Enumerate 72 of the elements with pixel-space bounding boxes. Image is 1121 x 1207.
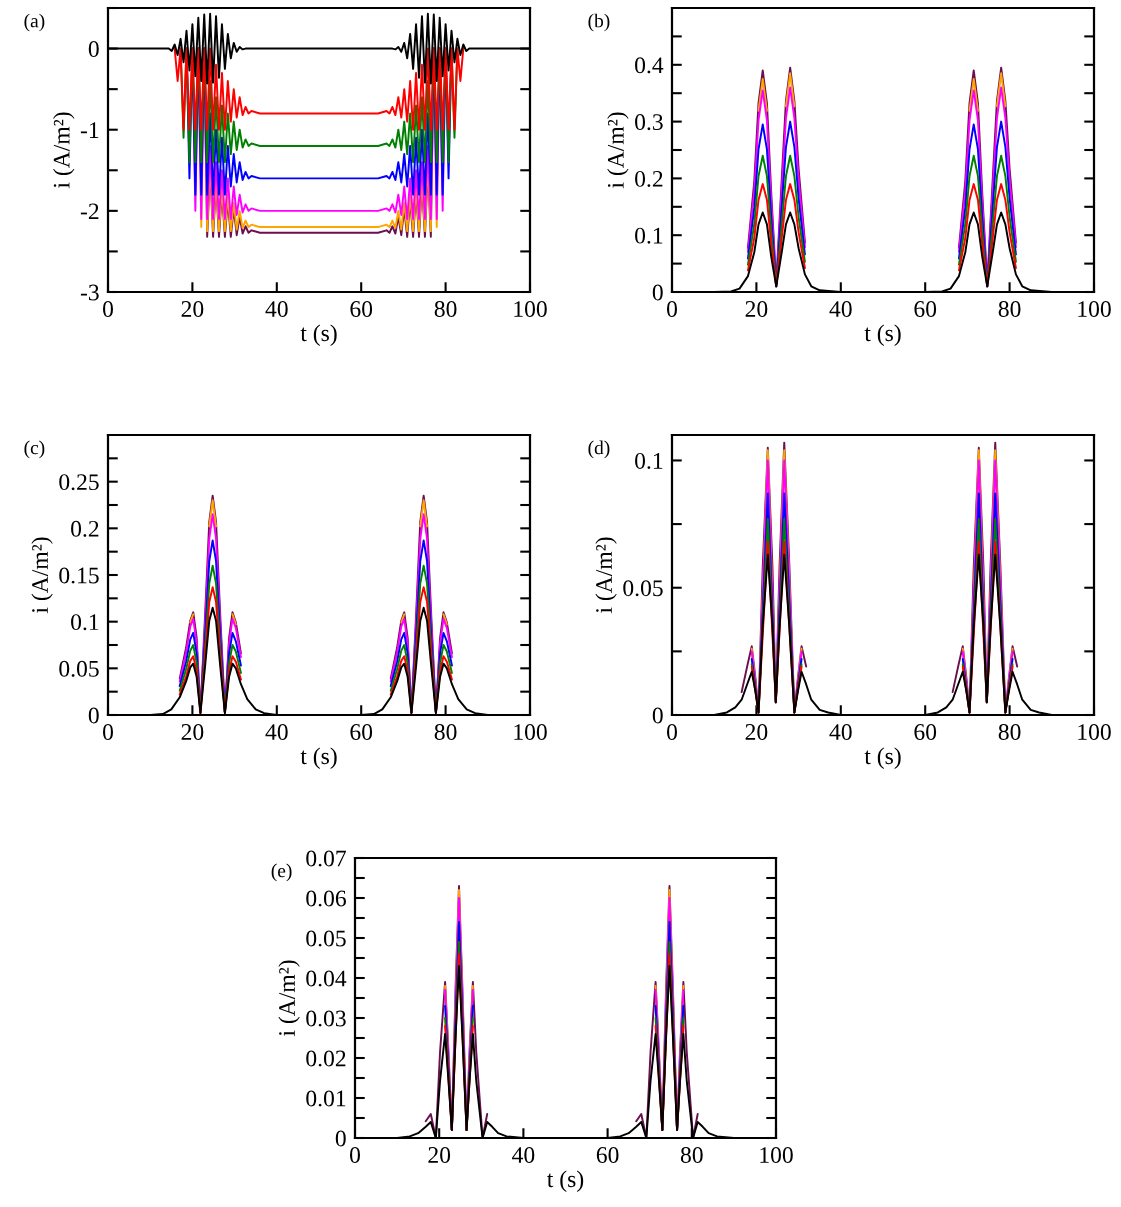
chart-title: (d) (588, 440, 610, 459)
x-tick-label: 100 (514, 724, 547, 740)
x-axis-title: t (s) (300, 324, 337, 346)
y-tick-label: 0.03 (306, 1010, 346, 1027)
x-tick-label: 0 (103, 301, 113, 317)
x-tick-label: 80 (434, 724, 457, 740)
y-tick-label: 0.1 (71, 614, 99, 631)
y-tick-label: 0.2 (71, 520, 99, 537)
x-tick-label: 20 (745, 724, 768, 740)
y-tick-label: 0.04 (306, 970, 347, 987)
y-tick-label: 0 (88, 41, 99, 57)
x-axis-title: t (s) (864, 747, 901, 769)
y-tick-label: 0 (652, 707, 663, 724)
x-tick-label: 100 (514, 301, 547, 317)
x-tick-label: 100 (1078, 724, 1111, 740)
x-tick-label: 0 (667, 301, 677, 317)
x-tick-label: 0 (350, 1147, 360, 1163)
x-tick-label: 80 (998, 724, 1021, 740)
y-tick-label: 0.3 (635, 114, 663, 131)
x-tick-label: 80 (998, 301, 1021, 317)
x-tick-label: 60 (914, 724, 937, 740)
y-axis-title: i (A/m²) (278, 960, 300, 1037)
line-series (173, 47, 465, 131)
x-tick-label: 60 (350, 301, 373, 317)
y-tick-label: 0.07 (306, 850, 346, 867)
chart-title: (b) (588, 13, 610, 32)
y-tick-label: -3 (80, 284, 99, 301)
y-tick-label: 0.25 (59, 474, 99, 491)
y-tick-label: 0.02 (306, 1050, 346, 1067)
y-axis-title: i (A/m²) (595, 537, 617, 614)
y-tick-label: 0 (652, 284, 663, 301)
y-tick-label: 0.1 (635, 227, 663, 244)
y-tick-label: 0.2 (635, 170, 663, 187)
x-tick-label: 20 (428, 1147, 451, 1163)
x-tick-label: 40 (829, 724, 852, 740)
x-tick-label: 60 (350, 724, 373, 740)
y-tick-label: 0.1 (635, 452, 663, 469)
y-axis-title: i (A/m²) (31, 537, 53, 614)
chart-title: (a) (24, 13, 45, 32)
y-tick-label: 0 (335, 1130, 346, 1147)
x-tick-label: 40 (265, 301, 288, 317)
x-axis-title: t (s) (300, 747, 337, 769)
y-tick-label: 0.4 (635, 57, 664, 74)
x-tick-label: 60 (914, 301, 937, 317)
chart-title: (e) (271, 863, 292, 882)
y-tick-label: -2 (80, 203, 99, 220)
x-axis-title: t (s) (864, 324, 901, 346)
y-tick-label: 0.05 (59, 660, 99, 677)
y-tick-label: 0 (88, 707, 99, 724)
chart-title: (c) (24, 440, 45, 459)
x-tick-label: 100 (760, 1147, 793, 1163)
x-tick-label: 60 (596, 1147, 619, 1163)
x-tick-label: 20 (181, 724, 204, 740)
x-tick-label: 40 (512, 1147, 535, 1163)
y-axis-title: i (A/m²) (53, 112, 75, 189)
y-tick-label: 0.06 (306, 890, 346, 907)
x-tick-label: 80 (434, 301, 457, 317)
x-tick-label: 0 (103, 724, 113, 740)
x-tick-label: 100 (1078, 301, 1111, 317)
x-tick-label: 20 (745, 301, 768, 317)
y-tick-label: 0.15 (59, 567, 99, 584)
x-tick-label: 80 (680, 1147, 703, 1163)
y-tick-label: 0.05 (306, 930, 346, 947)
y-axis-title: i (A/m²) (607, 112, 629, 189)
x-tick-label: 20 (181, 301, 204, 317)
x-tick-label: 40 (265, 724, 288, 740)
y-tick-label: -1 (80, 122, 99, 138)
x-tick-label: 40 (829, 301, 852, 317)
x-tick-label: 0 (667, 724, 677, 740)
y-tick-label: 0.05 (623, 580, 663, 597)
x-axis-title: t (s) (547, 1170, 584, 1192)
y-tick-label: 0.01 (306, 1090, 346, 1107)
